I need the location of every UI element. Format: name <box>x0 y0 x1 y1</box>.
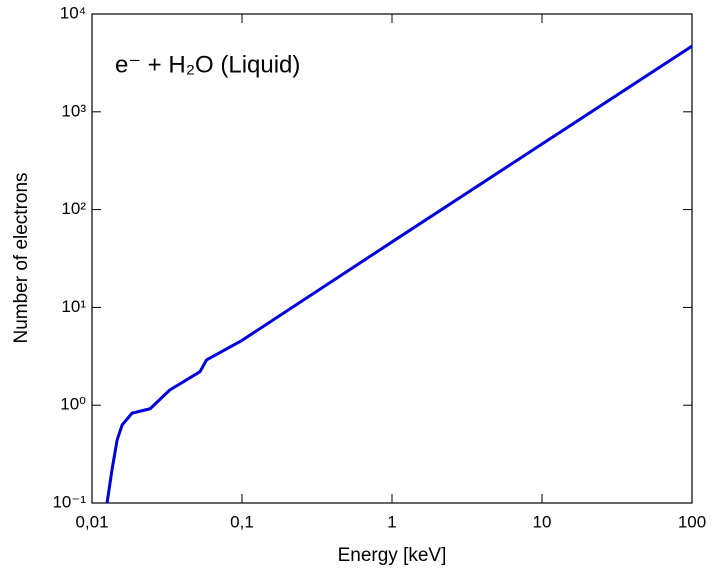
x-tick-label: 10 <box>533 512 552 531</box>
plot-frame <box>91 13 693 504</box>
x-tick-label: 1 <box>387 512 396 531</box>
y-tick-label: 10¹ <box>61 297 86 316</box>
y-tick-label: 10⁴ <box>60 3 86 22</box>
y-tick-label: 10⁻¹ <box>52 492 86 511</box>
x-tick-label: 100 <box>678 512 706 531</box>
x-tick-label: 0,1 <box>230 512 254 531</box>
y-tick-label: 10² <box>61 199 86 218</box>
annotation: e⁻ + H₂O (Liquid) <box>115 51 300 78</box>
y-axis-label: Number of electrons <box>11 172 32 343</box>
y-tick-label: 10³ <box>61 101 86 120</box>
data-line <box>105 44 693 504</box>
y-tick-label: 10⁰ <box>60 395 86 414</box>
x-axis-label: Energy [keV] <box>338 545 447 566</box>
x-tick-label: 0,01 <box>75 512 108 531</box>
